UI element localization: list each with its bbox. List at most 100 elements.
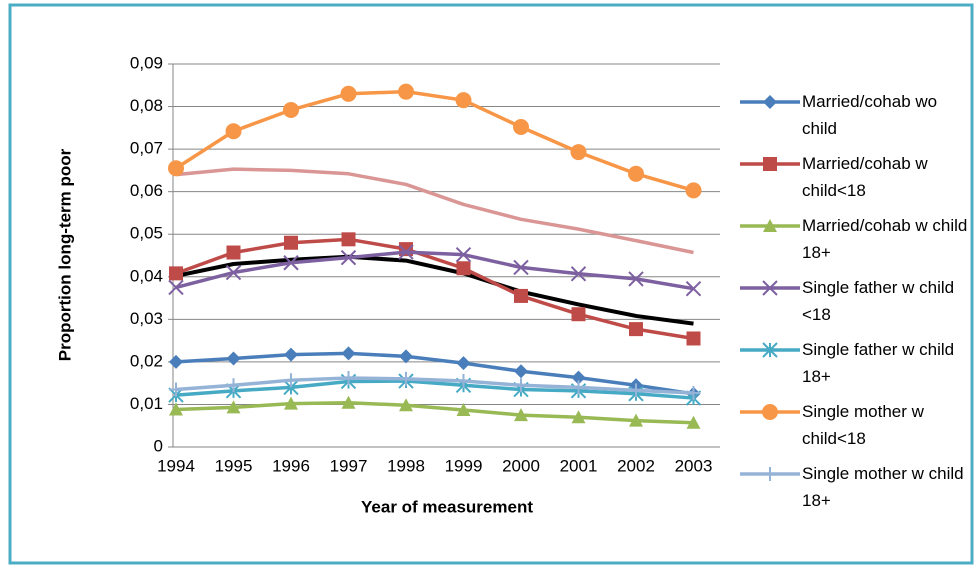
marker bbox=[629, 322, 643, 337]
marker bbox=[168, 160, 184, 177]
marker bbox=[628, 271, 644, 287]
marker bbox=[226, 378, 241, 393]
legend-item: Married/cohab wo child bbox=[738, 88, 974, 142]
series-line bbox=[175, 400, 694, 425]
x-tick-label: 1998 bbox=[387, 456, 425, 475]
marker bbox=[513, 118, 529, 135]
marker bbox=[763, 467, 777, 481]
marker bbox=[456, 261, 471, 276]
marker bbox=[571, 410, 586, 424]
marker bbox=[571, 370, 586, 385]
marker bbox=[514, 288, 528, 303]
marker bbox=[284, 235, 298, 250]
marker bbox=[629, 383, 643, 398]
x-tick-label: 1999 bbox=[445, 456, 483, 475]
series-line bbox=[175, 237, 694, 341]
marker bbox=[628, 165, 644, 182]
legend-key bbox=[740, 404, 800, 420]
legend-key bbox=[740, 157, 800, 171]
marker bbox=[685, 280, 702, 297]
x-tick-label: 2001 bbox=[560, 456, 598, 475]
series-line bbox=[175, 376, 694, 395]
series-line bbox=[175, 89, 694, 193]
marker bbox=[341, 346, 356, 361]
x-tick-label: 2002 bbox=[617, 456, 655, 475]
x-tick-label: 2000 bbox=[502, 456, 540, 475]
marker bbox=[571, 380, 586, 395]
marker bbox=[686, 415, 701, 429]
marker bbox=[570, 266, 587, 282]
marker bbox=[399, 371, 413, 386]
legend-item: Single mother w child 18+ bbox=[738, 460, 974, 514]
marker bbox=[686, 331, 701, 346]
marker bbox=[686, 385, 701, 400]
series-line bbox=[175, 250, 694, 291]
legend-label: Single mother w child<18 bbox=[802, 402, 924, 448]
series-line bbox=[175, 351, 694, 396]
marker bbox=[399, 398, 413, 412]
marker bbox=[762, 280, 778, 296]
marker bbox=[341, 395, 356, 409]
marker bbox=[169, 354, 183, 369]
series-line bbox=[175, 379, 694, 400]
marker bbox=[284, 373, 298, 388]
x-axis-title: Year of measurement bbox=[361, 497, 533, 516]
marker bbox=[399, 349, 413, 364]
marker bbox=[455, 92, 472, 109]
marker bbox=[341, 232, 356, 247]
x-tick-label: 1995 bbox=[215, 456, 253, 475]
marker bbox=[762, 342, 778, 358]
legend-label: Married/cohab wo child bbox=[802, 92, 938, 138]
legend-item: Married/cohab w child 18+ bbox=[738, 212, 974, 266]
y-tick-label: 0,01 bbox=[130, 394, 163, 413]
y-tick-label: 0,05 bbox=[130, 224, 163, 243]
marker bbox=[456, 374, 471, 389]
marker bbox=[514, 364, 528, 379]
marker bbox=[514, 378, 528, 393]
marker bbox=[283, 255, 299, 271]
marker bbox=[284, 347, 298, 362]
legend-item: Married/cohab w child<18 bbox=[738, 150, 974, 204]
marker bbox=[456, 356, 471, 371]
marker bbox=[455, 246, 472, 263]
y-tick-label: 0,04 bbox=[130, 266, 163, 285]
marker bbox=[226, 351, 241, 366]
marker bbox=[226, 400, 241, 414]
legend-item: Single father w child <18 bbox=[738, 274, 974, 328]
y-tick-label: 0 bbox=[154, 436, 163, 455]
legend-label: Single father w child 18+ bbox=[802, 340, 955, 386]
marker bbox=[762, 404, 778, 420]
marker bbox=[763, 157, 777, 171]
marker bbox=[571, 307, 586, 322]
marker bbox=[225, 123, 242, 140]
marker bbox=[340, 85, 357, 102]
legend-label: Married/cohab w child 18+ bbox=[802, 216, 968, 262]
marker bbox=[514, 408, 528, 422]
legend-label: Single father w child <18 bbox=[802, 278, 955, 324]
marker bbox=[283, 101, 299, 118]
marker bbox=[169, 382, 183, 397]
legend-key bbox=[740, 95, 800, 109]
x-tick-label: 1996 bbox=[272, 456, 310, 475]
y-tick-label: 0,09 bbox=[130, 53, 163, 72]
series-line bbox=[175, 254, 694, 326]
x-tick-label: 1997 bbox=[330, 456, 368, 475]
marker bbox=[225, 264, 242, 281]
marker bbox=[284, 396, 298, 410]
legend-key bbox=[740, 280, 800, 296]
y-tick-label: 0,02 bbox=[130, 351, 163, 370]
legend-label: Single mother w child 18+ bbox=[802, 464, 964, 510]
marker bbox=[226, 245, 241, 260]
legend-key bbox=[740, 219, 800, 232]
y-tick-label: 0,07 bbox=[130, 139, 163, 158]
series-line bbox=[175, 167, 694, 255]
marker bbox=[340, 249, 357, 266]
marker bbox=[763, 95, 777, 109]
legend-item: Single father w child 18+ bbox=[738, 336, 974, 390]
x-tick-label: 2003 bbox=[675, 456, 713, 475]
marker bbox=[629, 413, 643, 427]
x-tick-label: 1994 bbox=[157, 456, 195, 475]
legend-label: Married/cohab w child<18 bbox=[802, 154, 928, 200]
legend-key bbox=[740, 342, 800, 358]
